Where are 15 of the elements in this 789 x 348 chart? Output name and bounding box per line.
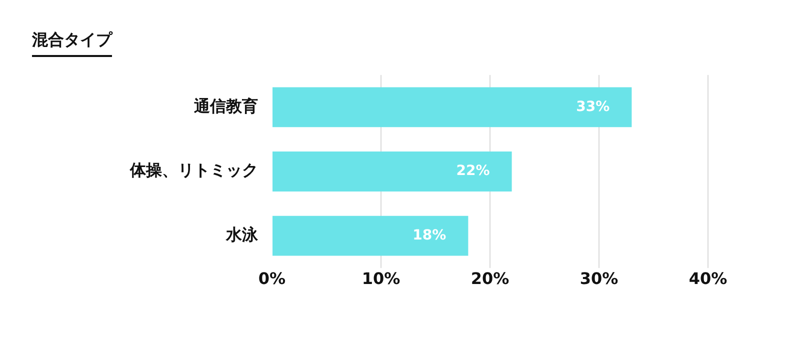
bar [272,87,632,128]
bar [272,216,468,256]
x-tick-label: 20% [470,268,510,288]
x-tick-label: 0% [258,268,286,288]
data-label: 22% [456,163,490,180]
y-tick-label: 水泳 [225,224,259,244]
text: 混合タイプ [32,30,112,57]
bar [272,152,512,192]
x-tick-label: 30% [580,268,618,288]
y-tick-label: 通信教育 [193,96,258,116]
y-tick-label: 体操、リトミック [129,160,258,180]
data-label: 18% [412,227,446,244]
data-label: 33% [576,98,610,115]
x-tick-label: 40% [688,268,728,288]
x-tick-label: 10% [362,268,400,288]
